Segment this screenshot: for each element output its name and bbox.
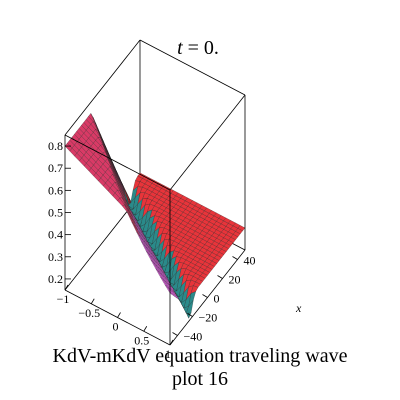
z-tick-label: 0.3 xyxy=(48,250,63,264)
box-edge xyxy=(169,94,246,191)
y-tick-label: −1 xyxy=(57,292,70,306)
surface-mesh xyxy=(64,113,246,319)
y-tick-label: −0.5 xyxy=(78,306,100,320)
z-tick-label: 0.8 xyxy=(48,139,63,153)
z-tick-label: 0.5 xyxy=(48,206,63,220)
y-tick-mark xyxy=(117,312,121,318)
x-tick-label: −20 xyxy=(199,311,218,325)
z-tick-label: 0.2 xyxy=(48,272,63,286)
chart-title: t = 0. xyxy=(177,37,219,59)
box-edge xyxy=(64,134,171,191)
y-tick-mark xyxy=(169,339,174,346)
y-tick-label: 0 xyxy=(113,320,119,334)
y-tick-mark xyxy=(90,298,95,304)
chart-title-value: = 0. xyxy=(183,37,219,59)
y-tick-label: 0.5 xyxy=(134,333,149,347)
x-axis-label: x xyxy=(295,301,302,315)
x-tick-mark xyxy=(187,313,193,317)
box-edge xyxy=(64,39,141,136)
z-tick-label: 0.6 xyxy=(48,183,63,197)
box-edge xyxy=(139,39,246,96)
caption-line-2: plot 16 xyxy=(171,368,229,390)
z-tick-label: 0.7 xyxy=(48,161,63,175)
chart-title-variable: t xyxy=(177,37,183,59)
x-tick-label: 0 xyxy=(214,292,220,306)
z-tick-label: 0.4 xyxy=(48,228,63,242)
x-tick-label: −40 xyxy=(184,330,203,344)
x-tick-mark xyxy=(202,294,208,298)
x-tick-mark xyxy=(172,332,178,336)
z-axis: 0.8 0.7 0.6 0.5 0.4 0.3 0.2 xyxy=(48,139,71,286)
y-axis: −1 −0.5 0 0.5 1 xyxy=(57,284,174,361)
caption-line-1: KdV-mKdV equation traveling wave xyxy=(52,345,348,367)
x-tick-mark xyxy=(217,275,223,279)
x-tick-mark xyxy=(232,256,238,260)
y-tick-mark xyxy=(64,284,69,291)
y-tick-label: 1 xyxy=(165,347,171,361)
x-tick-label: 20 xyxy=(229,273,241,287)
y-tick-mark xyxy=(143,326,148,332)
x-tick-label: 40 xyxy=(244,254,256,268)
